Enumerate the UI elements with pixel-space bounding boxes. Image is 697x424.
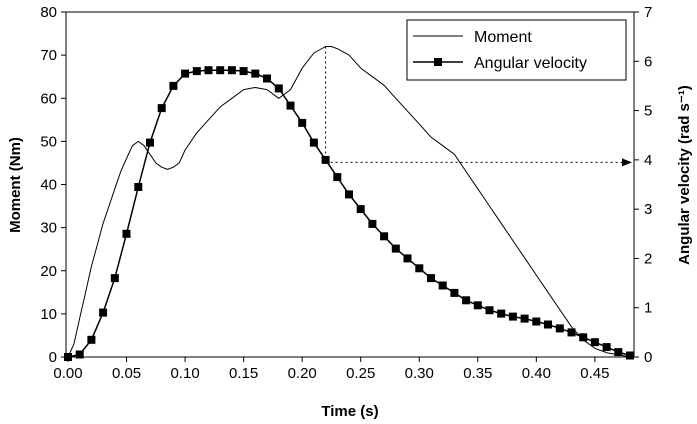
data-point-angular-velocity: [263, 74, 271, 83]
annotation-arrowhead: [622, 158, 632, 167]
data-point-angular-velocity: [555, 324, 564, 333]
x-tick-label: 0.15: [229, 365, 258, 382]
data-point-angular-velocity: [216, 66, 225, 75]
y-left-tick-label: 0: [49, 349, 57, 366]
legend-label-moment: Moment: [474, 29, 532, 46]
data-point-angular-velocity: [181, 69, 190, 78]
x-tick-label: 0.25: [346, 365, 375, 382]
data-point-angular-velocity: [497, 309, 506, 318]
data-point-angular-velocity: [520, 314, 529, 323]
y-right-tick-label: 2: [644, 250, 652, 267]
data-point-angular-velocity: [450, 288, 459, 297]
data-point-angular-velocity: [415, 264, 424, 273]
data-point-angular-velocity: [626, 351, 634, 360]
data-point-angular-velocity: [485, 306, 494, 315]
y-left-tick-label: 80: [40, 4, 57, 21]
data-point-angular-velocity: [602, 343, 611, 352]
y-left-tick-label: 40: [40, 177, 57, 194]
y-right-tick-label: 5: [644, 103, 652, 120]
series-line-moment: [67, 46, 631, 358]
annotation-layer: [325, 46, 632, 167]
y-right-tick-label: 1: [644, 300, 652, 317]
data-point-angular-velocity: [122, 229, 131, 238]
data-point-angular-velocity: [544, 320, 552, 329]
y-left-tick-label: 70: [40, 47, 57, 64]
data-point-angular-velocity: [380, 232, 389, 241]
x-tick-label: 0.30: [405, 365, 434, 382]
data-point-angular-velocity: [192, 67, 201, 76]
data-point-angular-velocity: [110, 274, 119, 283]
data-point-angular-velocity: [251, 69, 260, 78]
y-left-tick-label: 30: [40, 220, 57, 237]
data-point-angular-velocity: [169, 81, 178, 90]
data-point-angular-velocity: [345, 190, 353, 199]
y-axis-right: 0 1 2 3 4 5 6 7: [634, 4, 652, 366]
data-point-angular-velocity: [567, 328, 576, 337]
x-tick-label: 0.20: [288, 365, 317, 382]
data-point-angular-velocity: [227, 66, 236, 75]
data-point-angular-velocity: [274, 84, 283, 93]
data-point-angular-velocity: [87, 335, 96, 344]
data-point-angular-velocity: [99, 308, 108, 317]
data-point-angular-velocity: [333, 173, 342, 182]
data-point-angular-velocity: [286, 101, 295, 110]
y-right-tick-label: 0: [644, 349, 652, 366]
y-axis-left-title: Moment (Nm): [7, 137, 24, 233]
series-line-angular-velocity: [67, 69, 631, 358]
data-point-angular-velocity: [309, 138, 318, 147]
x-tick-label: 0.35: [463, 365, 492, 382]
data-point-angular-velocity: [368, 219, 377, 228]
x-axis: 0.00 0.05 0.10 0.15 0.20 0.25 0.30 0.35 0.40 0.45: [53, 357, 609, 382]
x-tick-label: 0.45: [580, 365, 609, 382]
data-point-angular-velocity: [403, 254, 412, 263]
data-point-angular-velocity: [321, 155, 330, 164]
data-point-angular-velocity: [508, 312, 517, 321]
x-tick-label: 0.05: [112, 365, 141, 382]
data-point-angular-velocity: [64, 353, 72, 361]
data-point-angular-velocity: [391, 244, 400, 253]
data-point-angular-velocity: [614, 348, 623, 357]
data-point-angular-velocity: [532, 317, 541, 326]
y-axis-left: 0 10 20 30 40 50 60 70 80: [40, 4, 66, 366]
data-point-angular-velocity: [157, 104, 166, 113]
legend-box: [406, 19, 627, 81]
data-point-angular-velocity: [239, 67, 248, 76]
legend-label-angular-velocity: Angular velocity: [474, 55, 587, 72]
data-point-angular-velocity: [462, 296, 471, 305]
x-tick-label: 0.40: [522, 365, 551, 382]
x-tick-label: 0.10: [170, 365, 199, 382]
legend-marker-angular-velocity: [434, 58, 442, 66]
y-left-tick-label: 20: [40, 263, 57, 280]
y-left-tick-label: 60: [40, 90, 57, 107]
y-left-tick-label: 50: [40, 133, 57, 150]
data-point-angular-velocity: [427, 274, 435, 283]
data-point-angular-velocity: [579, 333, 588, 342]
data-point-angular-velocity: [298, 118, 307, 127]
data-point-angular-velocity: [75, 350, 84, 359]
y-right-tick-label: 3: [644, 201, 652, 218]
data-point-angular-velocity: [356, 205, 365, 214]
y-right-tick-label: 7: [644, 4, 652, 21]
data-point-angular-velocity: [134, 183, 143, 191]
legend: Moment Angular velocity: [406, 19, 627, 81]
data-point-angular-velocity: [146, 138, 154, 147]
data-point-angular-velocity: [204, 66, 213, 75]
data-point-angular-velocity: [438, 281, 447, 290]
y-right-tick-label: 4: [644, 152, 652, 169]
series-layer: [64, 46, 634, 361]
x-tick-label: 0.00: [53, 365, 82, 382]
x-axis-title: Time (s): [321, 403, 378, 420]
data-point-angular-velocity: [590, 338, 599, 347]
data-point-angular-velocity: [473, 301, 482, 310]
y-axis-right-title: Angular velocity (rad s⁻¹): [676, 85, 693, 265]
y-left-tick-label: 10: [40, 306, 57, 323]
y-right-tick-label: 6: [644, 53, 652, 70]
